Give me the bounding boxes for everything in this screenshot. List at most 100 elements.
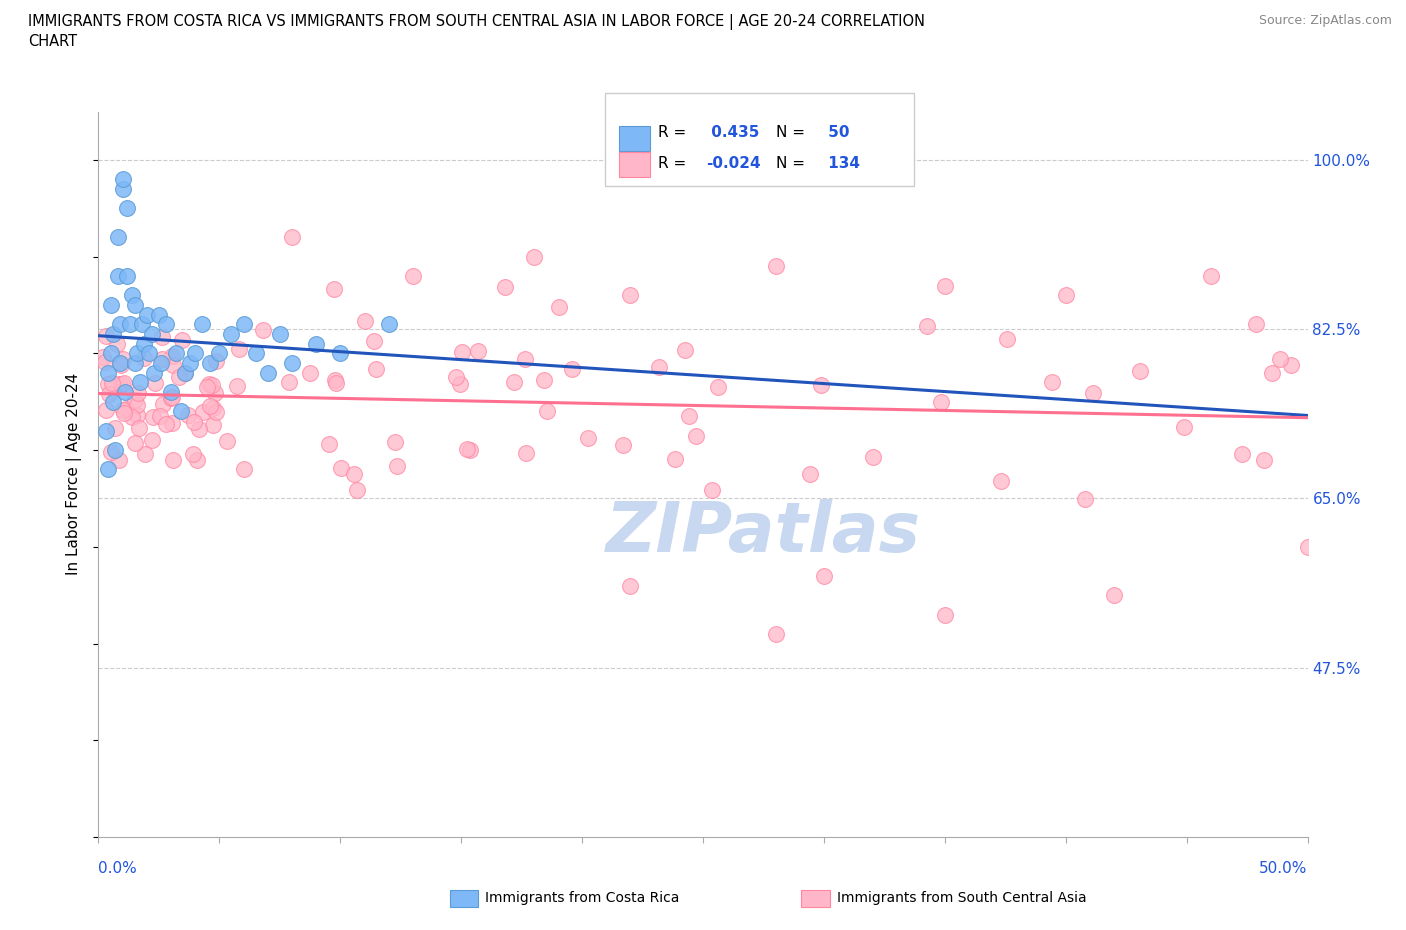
Point [204, 353, 226, 368]
Point [673, 342, 696, 357]
Point [128, 375, 150, 390]
Point [456, 441, 478, 456]
Point [97, 377, 120, 392]
Text: ZIPatlas: ZIPatlas [606, 498, 921, 565]
Text: Immigrants from South Central Asia: Immigrants from South Central Asia [837, 891, 1087, 906]
Point [929, 394, 952, 409]
Point [101, 326, 124, 341]
Point [100, 298, 122, 312]
Point [135, 307, 157, 322]
Point [181, 446, 204, 461]
Point [204, 405, 226, 419]
Point [184, 346, 207, 361]
Point [111, 172, 134, 187]
Point [100, 346, 122, 361]
Point [323, 372, 346, 387]
Point [318, 437, 340, 452]
Point [233, 461, 256, 476]
Point [281, 230, 304, 245]
Point [141, 326, 163, 341]
Y-axis label: In Labor Force | Age 20-24: In Labor Force | Age 20-24 [66, 373, 83, 576]
Text: -0.024: -0.024 [706, 156, 761, 171]
Point [384, 435, 406, 450]
Point [221, 326, 243, 341]
Point [162, 452, 184, 467]
Point [176, 407, 198, 422]
Point [150, 355, 173, 370]
Text: CHART: CHART [28, 34, 77, 49]
Point [112, 405, 135, 420]
Point [125, 398, 148, 413]
Text: N =: N = [776, 156, 806, 171]
Point [245, 346, 267, 361]
Point [201, 378, 224, 392]
Text: 50.0%: 50.0% [1260, 861, 1308, 876]
Point [202, 418, 225, 432]
Point [105, 337, 128, 352]
Point [96, 403, 118, 418]
Point [387, 458, 409, 473]
Point [160, 385, 183, 400]
Point [1173, 419, 1195, 434]
Point [515, 446, 537, 461]
Point [101, 376, 124, 391]
Point [1199, 269, 1222, 284]
Point [678, 408, 700, 423]
Point [97, 462, 120, 477]
Point [204, 386, 226, 401]
Point [148, 307, 170, 322]
Point [305, 337, 328, 352]
Point [444, 369, 467, 384]
Point [143, 365, 166, 380]
Text: 50: 50 [823, 125, 849, 140]
Point [915, 318, 938, 333]
Point [191, 317, 214, 332]
Point [197, 377, 219, 392]
Point [503, 375, 526, 390]
Text: 134: 134 [823, 156, 859, 171]
Text: R =: R = [658, 156, 686, 171]
Point [619, 288, 641, 303]
Point [162, 358, 184, 373]
Point [228, 342, 250, 357]
Point [152, 397, 174, 412]
Point [173, 365, 195, 380]
Point [114, 376, 136, 391]
Point [101, 394, 124, 409]
Point [612, 437, 634, 452]
Point [107, 230, 129, 245]
Point [160, 349, 183, 364]
Point [548, 299, 571, 314]
Point [170, 332, 193, 347]
Point [363, 334, 385, 349]
Point [174, 365, 197, 380]
Point [155, 417, 177, 432]
Point [536, 404, 558, 418]
Point [281, 355, 304, 370]
Point [94, 423, 117, 438]
Point [127, 346, 149, 361]
Point [232, 317, 254, 332]
Point [111, 377, 134, 392]
Point [269, 326, 291, 341]
Point [813, 568, 835, 583]
Text: R =: R = [658, 125, 686, 140]
Point [124, 355, 146, 370]
Point [329, 346, 352, 361]
Point [934, 607, 956, 622]
Text: 0.435: 0.435 [706, 125, 759, 140]
Point [1083, 386, 1105, 401]
Point [1268, 352, 1291, 366]
Point [298, 365, 321, 380]
Point [1054, 288, 1077, 303]
Point [343, 466, 366, 481]
Point [108, 377, 131, 392]
Point [110, 358, 132, 373]
Point [1102, 588, 1125, 603]
Point [1040, 375, 1063, 390]
Point [278, 375, 301, 390]
Point [107, 269, 129, 284]
Point [94, 354, 117, 369]
Point [131, 317, 153, 332]
Point [183, 415, 205, 430]
